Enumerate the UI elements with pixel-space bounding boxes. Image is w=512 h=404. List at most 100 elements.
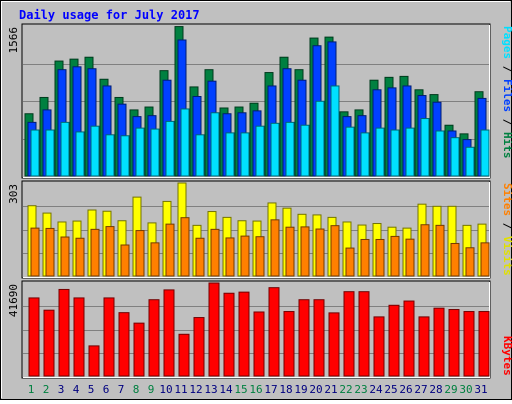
bar-pages — [210, 112, 220, 177]
day-label: 5 — [88, 383, 95, 396]
bar-sites — [360, 238, 370, 277]
bar-pages — [360, 132, 370, 177]
panel-bottom-legend: KBytes — [501, 336, 512, 376]
bar-kbytes — [178, 333, 190, 377]
bar-pages — [60, 121, 70, 177]
bar-pages — [480, 129, 490, 177]
bar-sites — [180, 217, 190, 277]
panel-bottom-max-label: 41690 — [7, 284, 20, 317]
bar-kbytes — [193, 317, 205, 377]
day-label: 22 — [339, 383, 352, 396]
bar-kbytes — [403, 300, 415, 377]
x-axis-day-labels: 1 2 3 4 5 6 7 8 9 10 11 12 13 14 15 16 17 18 19 20 21 22 23 24 2… — [28, 383, 488, 396]
bar-pages — [450, 137, 460, 177]
bar-sites — [255, 236, 265, 277]
bar-sites — [300, 226, 310, 277]
bar-sites — [195, 237, 205, 277]
bar-pages — [255, 125, 265, 177]
bar-kbytes — [283, 311, 295, 377]
day-label: 19 — [294, 383, 307, 396]
panel-top-max-label: 1566 — [7, 27, 20, 54]
panel-middle-bars — [27, 182, 490, 277]
bar-sites — [315, 228, 325, 277]
day-label: 15 — [234, 383, 247, 396]
bar-pages — [315, 100, 325, 177]
bar-sites — [90, 228, 100, 277]
day-label: 23 — [354, 383, 367, 396]
day-label: 4 — [73, 383, 80, 396]
bar-kbytes — [223, 292, 235, 377]
day-label: 21 — [324, 383, 337, 396]
bar-kbytes — [388, 304, 400, 377]
day-label: 24 — [369, 383, 383, 396]
panel-middle-legend: Sites / Visits — [501, 183, 512, 276]
chart-title: Daily usage for July 2017 — [19, 8, 200, 22]
bar-sites — [225, 237, 235, 277]
bar-sites — [165, 223, 175, 277]
bar-kbytes — [163, 289, 175, 377]
bar-kbytes — [28, 297, 40, 377]
bar-sites — [240, 235, 250, 277]
legend-kbytes: KBytes — [501, 336, 512, 376]
bar-kbytes — [73, 297, 85, 377]
bar-sites — [270, 219, 280, 277]
bar-pages — [435, 130, 445, 177]
bar-sites — [330, 225, 340, 277]
day-label: 11 — [174, 383, 187, 396]
bar-kbytes — [298, 299, 310, 377]
bar-kbytes — [133, 322, 145, 377]
bar-pages — [390, 129, 400, 177]
bar-pages — [300, 124, 310, 177]
day-label: 25 — [384, 383, 397, 396]
day-label: 6 — [103, 383, 110, 396]
legend-hits: Hits — [501, 132, 512, 159]
bar-kbytes — [478, 311, 490, 377]
day-label: 27 — [414, 383, 427, 396]
bar-pages — [420, 118, 430, 177]
bar-pages — [465, 146, 475, 177]
day-label: 16 — [249, 383, 262, 396]
bar-sites — [105, 226, 115, 277]
bar-sites — [210, 228, 220, 277]
day-label: 13 — [204, 383, 217, 396]
bar-sites — [420, 224, 430, 277]
panel-top-legend: Pages / Files / Hits — [501, 26, 512, 159]
legend-separator: / — [501, 216, 512, 236]
bar-sites — [450, 242, 460, 277]
bar-sites — [120, 244, 130, 277]
bar-pages — [270, 122, 280, 177]
day-label: 31 — [474, 383, 487, 396]
day-label: 10 — [159, 383, 172, 396]
legend-separator: / — [501, 112, 512, 132]
bar-kbytes — [208, 282, 220, 377]
bar-sites — [150, 242, 160, 277]
bar-pages — [225, 132, 235, 177]
bar-kbytes — [88, 345, 100, 377]
day-label: 17 — [264, 383, 277, 396]
bar-pages — [150, 128, 160, 177]
bar-kbytes — [433, 307, 445, 377]
day-label: 28 — [429, 383, 442, 396]
bar-kbytes — [418, 316, 430, 377]
day-label: 14 — [219, 383, 233, 396]
bar-sites — [405, 238, 415, 277]
bar-kbytes — [58, 288, 70, 377]
bar-sites — [345, 247, 355, 277]
bar-kbytes — [463, 311, 475, 377]
bar-kbytes — [373, 316, 385, 377]
bar-pages — [180, 108, 190, 177]
bar-pages — [105, 134, 115, 177]
bar-pages — [45, 129, 55, 177]
legend-sites: Sites — [501, 183, 512, 216]
day-label: 1 — [28, 383, 35, 396]
bar-pages — [375, 127, 385, 177]
day-label: 26 — [399, 383, 412, 396]
bar-pages — [135, 127, 145, 177]
bar-pages — [240, 132, 250, 177]
bar-sites — [285, 226, 295, 277]
day-label: 29 — [444, 383, 457, 396]
legend-files: Files — [501, 79, 512, 112]
day-label: 7 — [118, 383, 125, 396]
bar-kbytes — [148, 299, 160, 377]
